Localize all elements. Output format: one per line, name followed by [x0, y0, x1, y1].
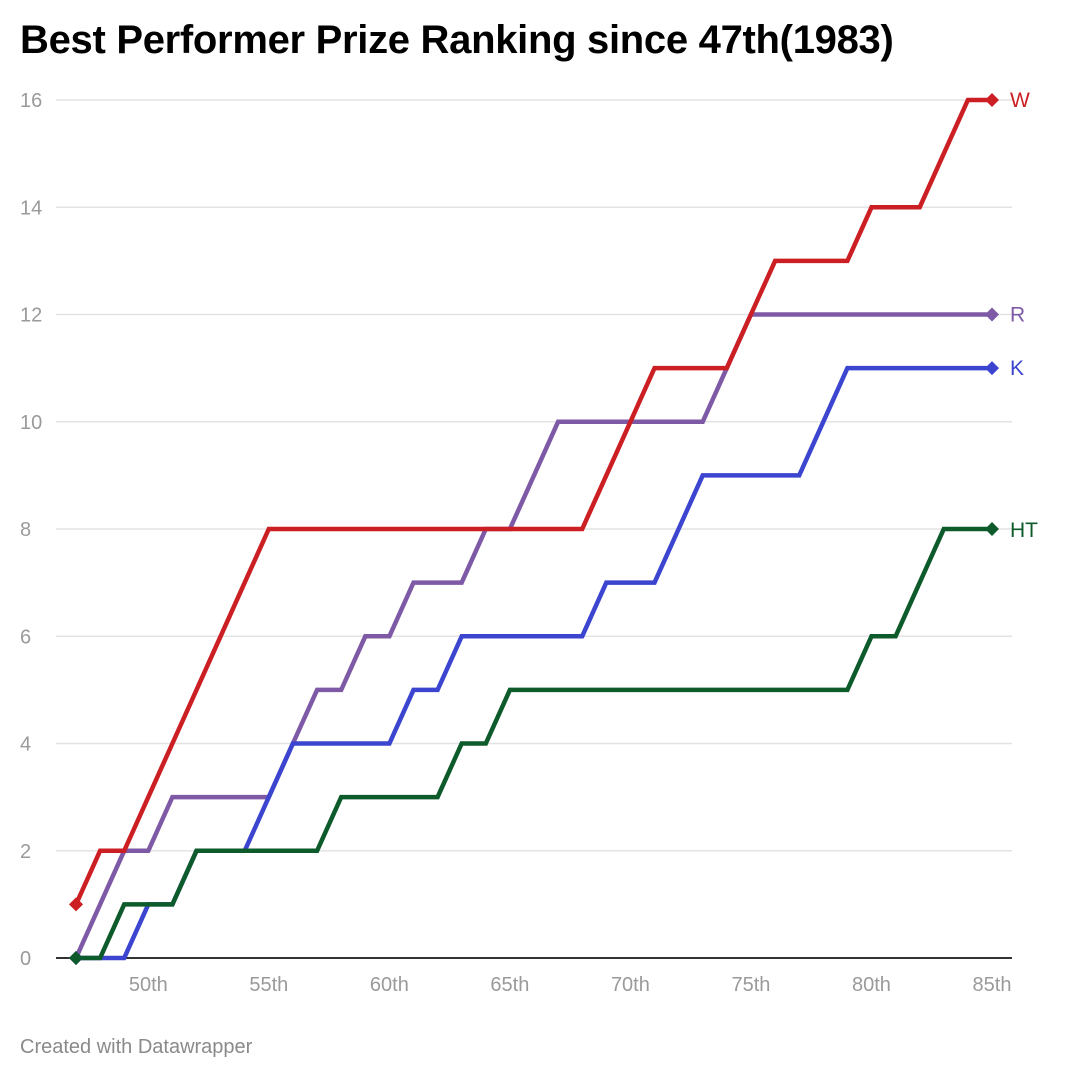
y-tick-label: 12	[20, 305, 42, 327]
series-lines	[73, 97, 992, 961]
end-marker-ht	[985, 522, 999, 536]
y-axis-ticks: 0 2 4 6 8 10 12 14 16	[20, 90, 42, 970]
x-tick-label: 65th	[490, 974, 529, 996]
series-end-markers	[69, 93, 999, 965]
y-tick-label: 10	[20, 412, 42, 434]
y-tick-label: 4	[20, 734, 31, 756]
series-labels: R K HT W	[1010, 89, 1038, 542]
end-marker-w	[985, 93, 999, 107]
x-axis-ticks: 50th 55th 60th 65th 70th 75th 80th 85th	[129, 974, 1012, 996]
series-label-ht: HT	[1010, 519, 1038, 542]
series-label-w: W	[1010, 89, 1030, 112]
y-tick-label: 16	[20, 90, 42, 112]
start-marker-ht	[69, 951, 83, 965]
x-tick-label: 50th	[129, 974, 168, 996]
series-line-ht	[76, 526, 992, 961]
series-line-w	[73, 97, 992, 906]
x-tick-label: 75th	[731, 974, 770, 996]
x-tick-label: 55th	[249, 974, 288, 996]
x-tick-label: 60th	[370, 974, 409, 996]
end-marker-k	[985, 361, 999, 376]
y-tick-label: 14	[20, 197, 42, 219]
y-tick-label: 6	[20, 626, 31, 648]
series-line-k	[76, 365, 992, 961]
series-label-r: R	[1010, 304, 1025, 327]
end-marker-r	[985, 307, 999, 322]
series-label-k: K	[1010, 357, 1024, 380]
x-tick-label: 80th	[852, 974, 891, 996]
footer-credit: Created with Datawrapper	[20, 1036, 253, 1058]
x-tick-label: 85th	[973, 974, 1012, 996]
y-tick-label: 2	[20, 841, 31, 863]
chart-title: Best Performer Prize Ranking since 47th(…	[20, 18, 894, 62]
y-tick-label: 0	[20, 948, 31, 970]
x-tick-label: 70th	[611, 974, 650, 996]
y-tick-label: 8	[20, 519, 31, 541]
series-line-r	[73, 312, 992, 959]
start-marker-w	[69, 897, 83, 912]
